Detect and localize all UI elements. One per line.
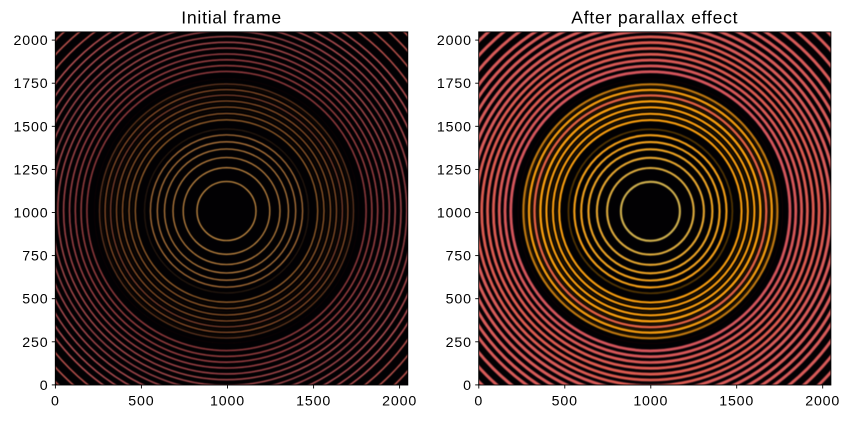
svg-text:0: 0 <box>474 393 483 409</box>
svg-text:0: 0 <box>40 378 49 394</box>
svg-text:1000: 1000 <box>437 206 472 222</box>
svg-text:1500: 1500 <box>14 119 49 135</box>
svg-text:1500: 1500 <box>296 393 331 409</box>
svg-text:1500: 1500 <box>437 119 472 135</box>
svg-text:1000: 1000 <box>210 393 245 409</box>
svg-text:750: 750 <box>22 249 48 265</box>
svg-text:1500: 1500 <box>719 393 754 409</box>
svg-text:1750: 1750 <box>14 76 49 92</box>
svg-text:2000: 2000 <box>382 393 417 409</box>
svg-text:2000: 2000 <box>805 393 840 409</box>
svg-text:1000: 1000 <box>14 206 49 222</box>
svg-text:2000: 2000 <box>437 33 472 49</box>
svg-text:500: 500 <box>446 292 472 308</box>
svg-text:Initial frame: Initial frame <box>181 8 282 28</box>
svg-text:1250: 1250 <box>437 162 472 178</box>
svg-text:1000: 1000 <box>633 393 668 409</box>
svg-text:0: 0 <box>463 378 472 394</box>
svg-text:0: 0 <box>51 393 60 409</box>
svg-text:250: 250 <box>22 335 48 351</box>
svg-text:500: 500 <box>22 292 48 308</box>
svg-text:2000: 2000 <box>14 33 49 49</box>
svg-text:After parallax effect: After parallax effect <box>571 8 738 28</box>
svg-text:1750: 1750 <box>437 76 472 92</box>
svg-text:750: 750 <box>446 249 472 265</box>
svg-text:1250: 1250 <box>14 162 49 178</box>
svg-text:500: 500 <box>552 393 578 409</box>
svg-text:500: 500 <box>128 393 154 409</box>
svg-text:250: 250 <box>446 335 472 351</box>
